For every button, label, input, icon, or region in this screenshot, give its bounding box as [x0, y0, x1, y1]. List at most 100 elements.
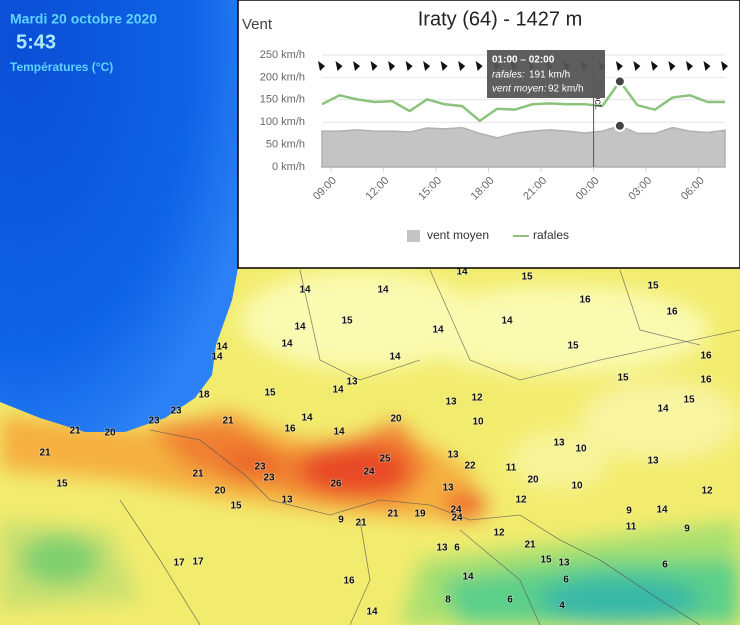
wind-direction-icon: [388, 61, 396, 71]
temperature-label: 13: [436, 543, 448, 554]
temperature-label: 12: [471, 393, 483, 404]
temperature-label: 22: [464, 461, 476, 472]
temperature-label: 16: [700, 351, 712, 362]
temperature-label: 23: [170, 406, 182, 417]
temperature-label: 24: [451, 513, 463, 524]
legend-label[interactable]: vent moyen: [427, 228, 489, 242]
temperature-label: 9: [626, 506, 632, 517]
temperature-label: 21: [39, 448, 51, 459]
temperature-label: 16: [343, 576, 355, 587]
temperature-label: 15: [521, 272, 533, 283]
temperature-label: 12: [493, 528, 505, 539]
temperature-label: 14: [281, 339, 293, 350]
legend-swatch: [407, 230, 420, 242]
temperature-label: 14: [216, 342, 228, 353]
temperature-label: 14: [299, 285, 311, 296]
chart-title: Iraty (64) - 1427 m: [418, 8, 583, 30]
hover-marker: [613, 119, 626, 132]
temperature-label: 14: [332, 385, 344, 396]
temperature-label: 26: [330, 479, 342, 490]
y-tick-label: 200 km/h: [260, 71, 305, 83]
temperature-label: 17: [192, 557, 204, 568]
temperature-label: 13: [445, 397, 457, 408]
temperature-label: 8: [445, 595, 451, 606]
temperature-label: 14: [294, 322, 306, 333]
temperature-label: 4: [559, 601, 565, 612]
temperature-label: 21: [192, 469, 204, 480]
temperature-label: 21: [222, 416, 234, 427]
wind-direction-icon: [423, 61, 431, 71]
tooltip-name: vent moyen:: [492, 84, 547, 95]
wind-direction-icon: [615, 61, 623, 71]
wind-direction-icon: [668, 61, 676, 71]
temperature-label: 14: [456, 267, 468, 278]
temperature-label: 13: [281, 495, 293, 506]
wind-direction-icon: [703, 61, 711, 71]
wind-direction-icon: [335, 61, 343, 71]
wind-direction-icon: [440, 61, 448, 71]
temperature-label: 13: [447, 450, 459, 461]
temperature-label: 20: [104, 428, 116, 439]
temperature-label: 18: [198, 390, 210, 401]
y-tick-label: 250 km/h: [260, 49, 305, 61]
temperature-label: 21: [355, 518, 367, 529]
temperature-label: 24: [363, 467, 375, 478]
temperature-label: 15: [264, 388, 276, 399]
temperature-label: 13: [558, 558, 570, 569]
temperature-label: 20: [527, 475, 539, 486]
temperature-label: 16: [666, 307, 678, 318]
hover-marker: [613, 75, 626, 88]
tooltip-title: 01:00 – 02:00: [492, 55, 555, 66]
temperature-label: 11: [626, 522, 637, 533]
temperature-label: 15: [540, 555, 552, 566]
temperature-label: 13: [647, 456, 659, 467]
tooltip-box: [487, 50, 605, 98]
tooltip-value: 92 km/h: [548, 84, 584, 95]
temperature-label: 14: [211, 352, 223, 363]
wind-direction-icon: [685, 61, 693, 71]
temperature-label: 15: [230, 501, 242, 512]
temperature-label: 23: [263, 473, 275, 484]
temperature-label: 14: [377, 285, 389, 296]
temperature-label: 14: [656, 505, 668, 516]
temperature-label: 14: [301, 413, 313, 424]
temperature-label: 20: [390, 414, 402, 425]
temperature-label: 15: [341, 316, 353, 327]
temperature-label: 14: [657, 404, 669, 415]
line: [321, 79, 725, 123]
header: Mardi 20 octobre 2020 5:43 Températures …: [10, 11, 157, 74]
temperature-label: 24: [450, 505, 462, 516]
legend-label[interactable]: rafales: [533, 228, 569, 242]
temperature-label: 19: [414, 509, 426, 520]
temperature-label: 21: [387, 509, 399, 520]
tooltip-value: 191 km/h: [529, 70, 570, 81]
wind-direction-icon: [318, 61, 325, 71]
temperature-label: 10: [571, 481, 583, 492]
temperature-label: 16: [284, 424, 296, 435]
area: [321, 124, 726, 168]
temperature-label: 12: [701, 486, 713, 497]
date: Mardi 20 octobre 2020: [10, 11, 157, 27]
temperature-label: 16: [579, 295, 591, 306]
temperature-label: 14: [432, 325, 444, 336]
wind-direction-icon: [353, 61, 361, 71]
temperature-label: 9: [684, 524, 690, 535]
wind-direction-icon: [458, 61, 466, 71]
temperature-label: 21: [69, 426, 81, 437]
temperature-label: 15: [647, 281, 659, 292]
temperature-label: 15: [617, 373, 629, 384]
wind-direction-icon: [650, 61, 658, 71]
layer-name: Températures (°C): [10, 60, 113, 74]
temperature-label: 13: [553, 438, 565, 449]
temperature-label: 23: [254, 462, 266, 473]
y-axis-label: Vent: [242, 16, 273, 33]
temperature-label: 9: [338, 515, 344, 526]
temperature-label: 14: [501, 316, 513, 327]
temperature-label: 11: [506, 463, 517, 474]
temperature-label: 16: [700, 375, 712, 386]
temperature-label: 6: [662, 560, 668, 571]
temperature-label: 14: [333, 427, 345, 438]
temperature-label: 10: [575, 444, 587, 455]
temperature-label: 10: [472, 417, 484, 428]
